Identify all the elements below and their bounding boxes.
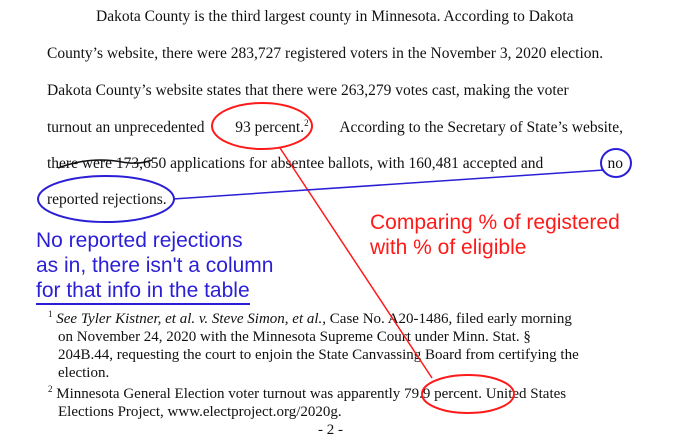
paragraph-line-2: County’s website, there were 283,727 reg…: [47, 45, 623, 63]
footnote-text: Minnesota General Election voter turnout…: [56, 386, 401, 402]
paragraph-text-no: no: [607, 155, 624, 172]
paragraph-line-4: turnout an unprecedented 93 percent.2 Ac…: [47, 119, 623, 137]
paragraph-text: reported rejections.: [47, 191, 167, 208]
footnote-2: 2 Minnesota General Election voter turno…: [48, 385, 566, 403]
red-note-line-1: Comparing % of registered: [370, 211, 620, 234]
paragraph-line-6: reported rejections.: [47, 191, 623, 209]
paragraph-text: there were 173,650 applications for abse…: [47, 155, 544, 172]
footnote-number: 2: [48, 384, 53, 394]
blue-note-line-1: No reported rejections: [36, 229, 243, 252]
footnote-2-line-2: Elections Project, www.electproject.org/…: [58, 403, 342, 421]
paragraph-text: According to the Secretary of State’s we…: [339, 119, 623, 136]
turnout-79-9-percent: 79.9 percent.: [404, 386, 482, 402]
paragraph-line-1: Dakota County is the third largest count…: [96, 8, 623, 26]
turnout-93-percent: 93 percent.2: [235, 119, 308, 137]
paragraph-text: Dakota County’s website states that ther…: [47, 82, 569, 99]
footnote-text: 204B.44, requesting the court to enjoin …: [58, 347, 579, 363]
footnote-text: , Case No. A20-1486, filed early morning: [322, 311, 572, 327]
footnote-text: election.: [58, 365, 110, 381]
turnout-value: 93 percent.: [235, 119, 305, 136]
footnote-text: on November 24, 2020 with the Minnesota …: [58, 329, 531, 345]
red-note-line-2: with % of eligible: [370, 236, 527, 259]
blue-note-line-3: for that info in the table: [36, 278, 250, 305]
page-number: - 2 -: [318, 422, 343, 438]
paragraph-line-5: there were 173,650 applications for abse…: [47, 155, 623, 173]
case-citation: See Tyler Kistner, et al. v. Steve Simon…: [56, 311, 323, 327]
footnote-1-line-4: election.: [58, 364, 109, 382]
footnote-text: Elections Project, www.electproject.org/…: [58, 404, 342, 420]
blue-annotation: No reported rejections as in, there isn'…: [36, 228, 273, 305]
footnote-1-line-3: 204B.44, requesting the court to enjoin …: [58, 346, 579, 364]
blue-note-line-2: as in, there isn't a column: [36, 254, 274, 277]
paragraph-text: County’s website, there were 283,727 reg…: [47, 45, 604, 62]
paragraph-text: turnout an unprecedented: [47, 119, 205, 136]
red-annotation: Comparing % of registered with % of elig…: [370, 210, 620, 260]
footnote-1-line-2: on November 24, 2020 with the Minnesota …: [58, 328, 531, 346]
paragraph-line-3: Dakota County’s website states that ther…: [47, 82, 623, 100]
footnote-ref: 2: [304, 118, 309, 128]
footnote-text: United States: [485, 386, 567, 402]
footnote-number: 1: [48, 309, 53, 319]
footnote-1: 1 See Tyler Kistner, et al. v. Steve Sim…: [48, 310, 572, 328]
paragraph-text: Dakota County is the third largest count…: [96, 8, 574, 25]
